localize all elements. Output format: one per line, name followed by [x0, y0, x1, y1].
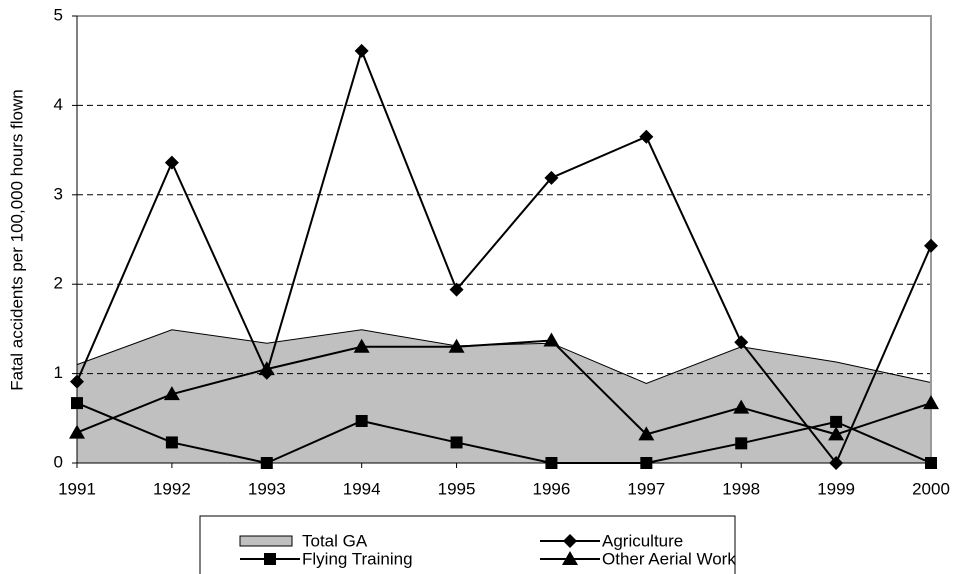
marker — [830, 415, 843, 428]
marker — [829, 456, 844, 470]
line — [76, 402, 932, 465]
marker — [164, 155, 179, 170]
marker — [544, 170, 559, 185]
y-tick-label: 5 — [54, 5, 63, 24]
legend-label: Total GA — [302, 531, 368, 550]
x-tick-label: 1996 — [533, 479, 571, 498]
line — [76, 339, 932, 436]
marker — [448, 338, 465, 353]
marker — [449, 282, 464, 297]
marker — [70, 374, 84, 389]
marker — [562, 551, 578, 565]
marker — [354, 43, 369, 58]
line — [76, 47, 932, 465]
marker — [353, 338, 370, 353]
marker — [260, 457, 273, 469]
x-tick-label: 1997 — [627, 479, 665, 498]
marker — [543, 332, 560, 347]
x-tick-label: 1999 — [817, 479, 855, 498]
x-tick-label: 1992 — [153, 479, 191, 498]
plot-border — [77, 15, 932, 463]
marker — [925, 457, 937, 469]
marker — [639, 129, 654, 144]
marker — [923, 395, 939, 410]
marker — [69, 424, 85, 439]
y-tick-label: 4 — [54, 95, 63, 114]
marker — [264, 553, 276, 565]
marker — [165, 436, 178, 449]
marker — [450, 436, 463, 449]
marker — [545, 457, 558, 469]
x-tick-label: 1998 — [722, 479, 760, 498]
marker — [640, 457, 653, 469]
x-tick-label: 1995 — [438, 479, 476, 498]
marker — [828, 426, 845, 441]
y-tick-label: 2 — [54, 274, 63, 293]
marker — [163, 386, 180, 401]
marker — [735, 437, 748, 450]
y-tick-label: 1 — [54, 363, 63, 382]
marker — [638, 426, 655, 441]
legend-label: Flying Training — [302, 549, 413, 568]
marker — [258, 361, 275, 376]
area — [76, 329, 932, 464]
y-axis-title: Fatal accidents per 100,000 hours flown — [7, 89, 26, 390]
x-tick-label: 2000 — [912, 479, 950, 498]
y-tick-label: 3 — [54, 184, 63, 203]
marker — [733, 399, 750, 414]
marker — [355, 414, 368, 427]
x-tick-label: 1994 — [343, 479, 381, 498]
legend-swatch — [239, 535, 293, 547]
marker — [71, 397, 83, 410]
legend-label: Other Aerial Work — [602, 549, 736, 568]
x-tick-label: 1991 — [58, 479, 96, 498]
x-tick-label: 1993 — [248, 479, 286, 498]
legend-label: Agriculture — [602, 531, 683, 550]
marker — [924, 238, 938, 253]
marker — [734, 335, 749, 350]
y-tick-label: 0 — [54, 452, 63, 471]
marker — [563, 534, 577, 548]
